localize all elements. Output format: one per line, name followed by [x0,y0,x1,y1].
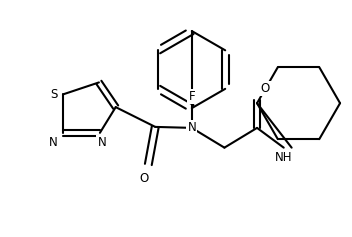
Text: NH: NH [275,151,293,164]
Text: N: N [98,136,106,149]
Text: N: N [187,121,196,134]
Text: O: O [140,172,149,185]
Text: F: F [189,90,195,103]
Text: N: N [49,136,58,149]
Text: S: S [50,88,57,101]
Text: O: O [260,82,270,95]
